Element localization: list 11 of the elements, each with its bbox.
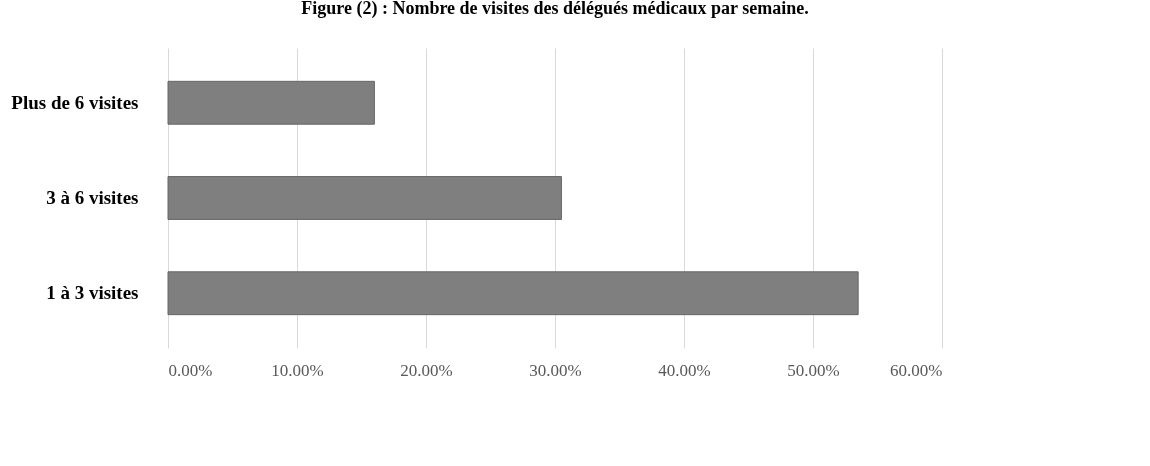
x-tick-label: 50.00% <box>787 360 840 380</box>
x-tick-label: 40.00% <box>658 360 711 380</box>
x-tick-label: 20.00% <box>400 360 453 380</box>
x-tick-label: 0.00% <box>168 360 213 380</box>
chart-title: Figure (2) : Nombre de visites des délégués médicaux par semaine. <box>301 0 809 19</box>
y-tick-label: 3 à 6 visites <box>46 187 139 208</box>
x-tick-label: 30.00% <box>529 360 582 380</box>
y-tick-label: Plus de 6 visites <box>11 91 139 113</box>
y-tick-label: 1 à 3 visites <box>46 282 139 304</box>
x-tick-label: 10.00% <box>271 360 324 380</box>
x-tick-label: 60.00% <box>890 360 943 380</box>
